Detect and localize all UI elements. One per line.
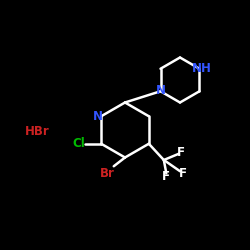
Text: Br: Br xyxy=(100,167,115,180)
Text: Cl: Cl xyxy=(72,137,85,150)
Text: NH: NH xyxy=(192,62,212,75)
Text: F: F xyxy=(177,146,185,159)
Text: F: F xyxy=(162,170,170,183)
Text: HBr: HBr xyxy=(25,125,50,138)
Text: N: N xyxy=(92,110,102,123)
Text: N: N xyxy=(156,84,166,96)
Text: F: F xyxy=(178,167,186,180)
